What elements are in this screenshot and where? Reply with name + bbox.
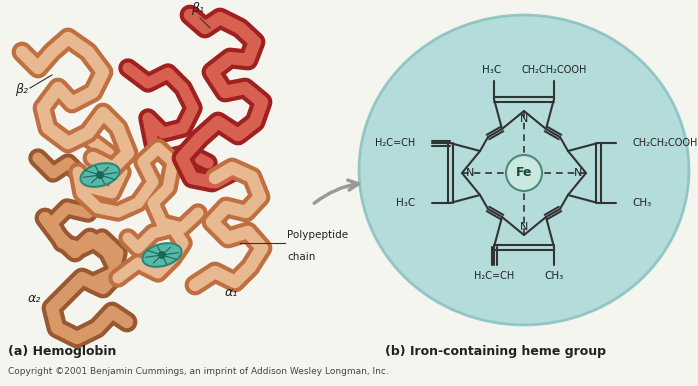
Ellipse shape: [142, 243, 181, 267]
Text: N: N: [574, 168, 582, 178]
Circle shape: [506, 155, 542, 191]
Ellipse shape: [80, 163, 119, 187]
Text: (b) Iron-containing heme group: (b) Iron-containing heme group: [385, 345, 606, 359]
Text: (a) Hemoglobin: (a) Hemoglobin: [8, 345, 117, 359]
Text: N: N: [466, 168, 474, 178]
Text: H₂C=CH: H₂C=CH: [375, 138, 415, 148]
Text: α₂: α₂: [28, 291, 41, 305]
Text: H₂C=CH: H₂C=CH: [474, 271, 514, 281]
Circle shape: [96, 171, 104, 179]
Text: Copyright ©2001 Benjamin Cummings, an imprint of Addison Wesley Longman, Inc.: Copyright ©2001 Benjamin Cummings, an im…: [8, 367, 389, 376]
Text: H₃C: H₃C: [482, 65, 501, 75]
Text: CH₂CH₂COOH: CH₂CH₂COOH: [633, 138, 698, 148]
Text: CH₃: CH₃: [544, 271, 563, 281]
Text: β₂: β₂: [15, 83, 28, 96]
Text: Fe: Fe: [516, 166, 533, 179]
Ellipse shape: [359, 15, 689, 325]
Text: α₁: α₁: [225, 286, 238, 300]
Text: chain: chain: [287, 252, 315, 262]
Text: β₁: β₁: [191, 2, 205, 15]
Text: H₃C: H₃C: [396, 198, 415, 208]
Text: CH₂CH₂COOH: CH₂CH₂COOH: [521, 65, 587, 75]
Circle shape: [158, 251, 166, 259]
Text: CH₃: CH₃: [633, 198, 652, 208]
Text: Polypeptide: Polypeptide: [287, 230, 348, 240]
Text: N: N: [520, 114, 528, 124]
Text: N: N: [520, 222, 528, 232]
